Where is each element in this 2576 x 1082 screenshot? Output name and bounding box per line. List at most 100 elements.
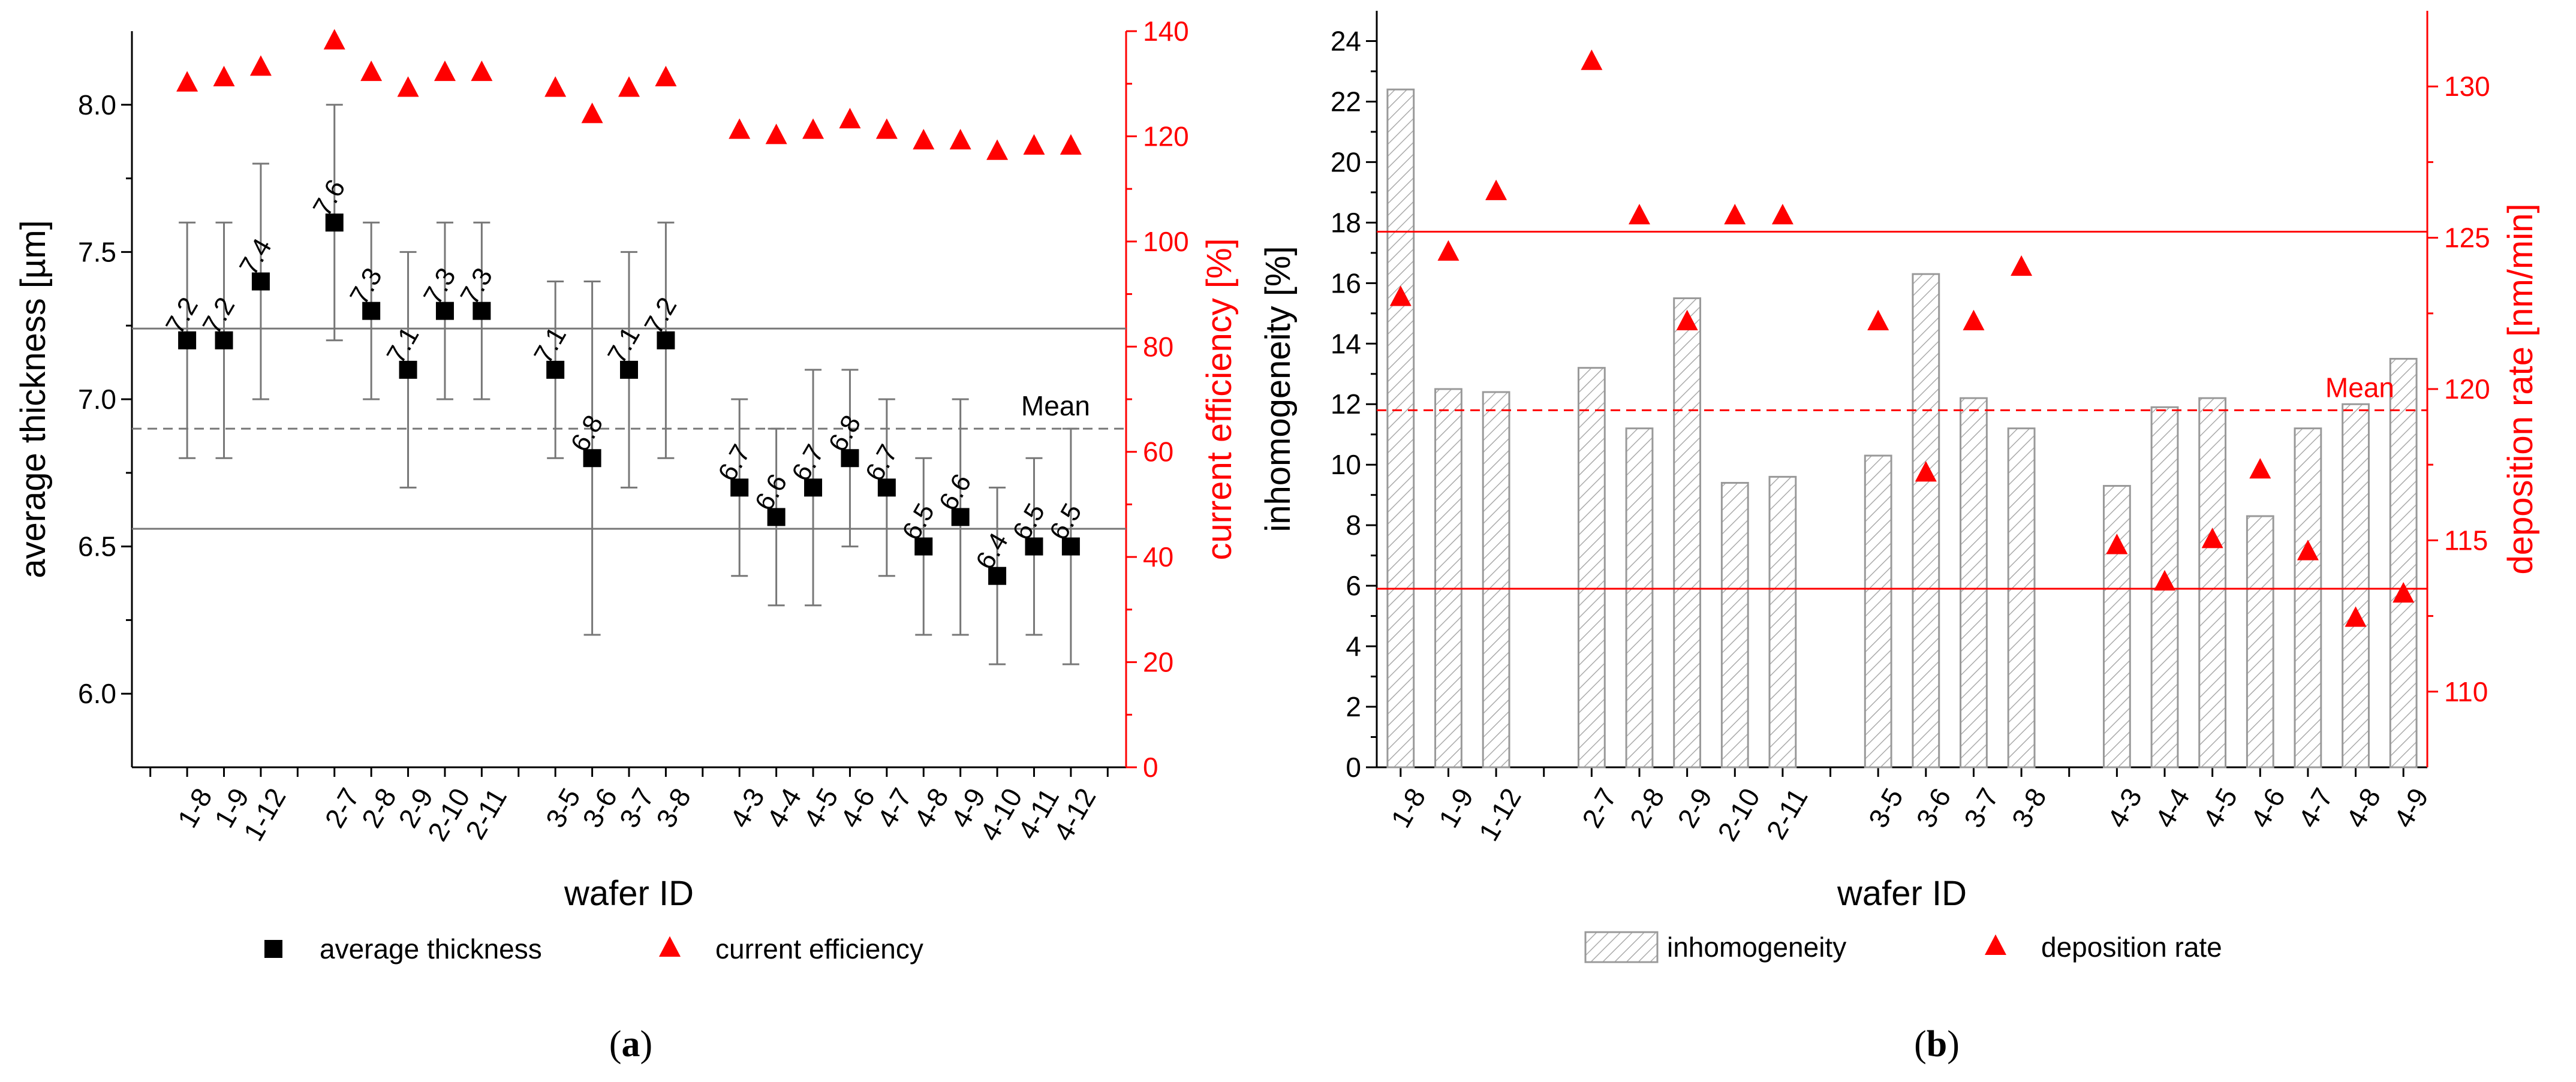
deposition-rate-point	[1724, 204, 1746, 225]
chart-panel-a: 6.06.57.07.58.00204060801001201401-81-91…	[14, 16, 1239, 965]
x-tick-label: 3-5	[540, 783, 586, 833]
x-tick-label: 1-9	[1433, 783, 1479, 833]
x-tick-label: 3-8	[2006, 783, 2053, 833]
efficiency-point	[544, 76, 567, 97]
efficiency-point	[471, 60, 493, 82]
thickness-data-label: 6.5	[896, 499, 940, 545]
thickness-point	[841, 449, 859, 468]
y-axis-title-left: average thickness [µm]	[14, 220, 53, 578]
deposition-rate-point	[1485, 179, 1507, 200]
thickness-point	[546, 360, 565, 379]
thickness-point	[215, 331, 233, 349]
y-tick-label-right: 115	[2444, 525, 2488, 556]
inhomogeneity-bar	[2007, 427, 2036, 768]
x-tick-label: 3-7	[613, 783, 660, 833]
thickness-point	[914, 537, 933, 556]
thickness-point	[362, 302, 381, 320]
efficiency-point	[323, 29, 345, 50]
y-tick-label-left: 22	[1331, 86, 1361, 117]
thickness-data-label: 6.7	[712, 439, 756, 486]
y-tick-label-left: 2	[1346, 691, 1361, 722]
thickness-data-label: 6.5	[1007, 499, 1051, 545]
efficiency-point	[913, 128, 935, 150]
y-axis-title-right: deposition rate [nm/min]	[2501, 204, 2540, 575]
y-tick-label-left: 8.0	[78, 89, 116, 120]
y-tick-label-left: 8	[1346, 510, 1361, 541]
thickness-point	[988, 566, 1007, 585]
inhomogeneity-bar	[1720, 481, 1749, 768]
x-tick-label: 4-5	[2196, 783, 2243, 833]
panel-label-b: (b)	[1914, 1024, 1960, 1065]
thickness-point	[730, 478, 749, 497]
deposition-rate-point	[2106, 534, 2128, 554]
inhomogeneity-bar	[1912, 273, 1940, 768]
x-tick-label: 4-4	[760, 783, 807, 833]
x-tick-label: 2-11	[459, 783, 513, 845]
thickness-point	[767, 508, 786, 526]
legend-marker-inhomogeneity	[1584, 931, 1659, 963]
thickness-data-label: 6.8	[565, 410, 609, 456]
legend-marker-efficiency	[659, 936, 681, 957]
thickness-data-label: 6.8	[823, 410, 866, 456]
x-tick-label: 3-6	[1910, 783, 1957, 833]
y-tick-label-right: 140	[1143, 16, 1189, 47]
inhomogeneity-bar	[2342, 403, 2370, 768]
x-axis-title: wafer ID	[1837, 874, 1967, 913]
thickness-point	[951, 508, 970, 526]
x-tick-label: 4-3	[724, 783, 771, 833]
thickness-data-label: 7.2	[197, 293, 240, 339]
x-tick-label: 1-12	[1473, 783, 1527, 846]
y-tick-label-right: 0	[1143, 752, 1158, 783]
deposition-rate-point	[1771, 204, 1793, 225]
efficiency-point	[949, 128, 971, 150]
inhomogeneity-bar	[2102, 485, 2131, 768]
y-tick-label-left: 7.5	[78, 236, 116, 267]
x-tick-label: 4-5	[798, 783, 844, 833]
y-axis-title-left: inhomogeneity [%]	[1259, 246, 1298, 532]
x-tick-label: 4-3	[2101, 783, 2148, 833]
y-tick-label-left: 20	[1331, 146, 1361, 177]
thickness-point	[620, 360, 638, 379]
x-tick-label: 2-9	[1671, 783, 1718, 833]
y-axis-title-right: current efficiency [%]	[1200, 238, 1239, 560]
x-tick-label: 4-7	[871, 783, 917, 833]
y-tick-label-right: 40	[1143, 541, 1173, 572]
deposition-rate-point	[2345, 606, 2367, 627]
inhomogeneity-bar	[1864, 454, 1892, 768]
thickness-point	[325, 213, 344, 232]
deposition-rate-point	[2297, 540, 2319, 560]
thickness-data-label: 7.4	[234, 234, 278, 280]
thickness-point	[435, 302, 454, 320]
panel-label-a: (a)	[609, 1024, 652, 1065]
x-tick-label: 4-4	[2148, 783, 2195, 833]
x-tick-label: 1-8	[1385, 783, 1431, 833]
efficiency-point	[360, 60, 383, 82]
y-tick-label-left: 4	[1346, 631, 1361, 662]
y-tick-label-left: 18	[1331, 207, 1361, 238]
x-tick-label: 2-8	[356, 783, 402, 833]
x-tick-label: 4-7	[2292, 783, 2339, 833]
deposition-rate-point	[2201, 528, 2223, 548]
deposition-rate-point	[1437, 240, 1459, 261]
inhomogeneity-bar	[2389, 358, 2418, 768]
thickness-data-label: 6.4	[970, 528, 1014, 574]
deposition-rate-point	[2249, 458, 2271, 479]
thickness-data-label: 7.6	[308, 174, 351, 221]
thickness-point	[877, 478, 896, 497]
efficiency-point	[581, 103, 603, 123]
y-tick-label-left: 14	[1331, 328, 1361, 359]
legend-marker-deposition-rate	[1985, 934, 2006, 955]
thickness-data-label: 6.7	[786, 439, 830, 486]
deposition-rate-point	[1581, 49, 1603, 70]
thickness-data-label: 6.5	[1044, 499, 1088, 545]
efficiency-point	[618, 76, 640, 97]
efficiency-point	[1060, 134, 1082, 155]
inhomogeneity-bar	[1960, 397, 1988, 768]
thickness-data-label: 7.3	[418, 263, 462, 309]
x-tick-label: 1-8	[171, 783, 218, 833]
legend-label-thickness: average thickness	[320, 933, 542, 965]
inhomogeneity-bar	[2246, 515, 2274, 768]
thickness-point	[473, 302, 491, 320]
x-tick-label: 2-7	[318, 783, 365, 833]
